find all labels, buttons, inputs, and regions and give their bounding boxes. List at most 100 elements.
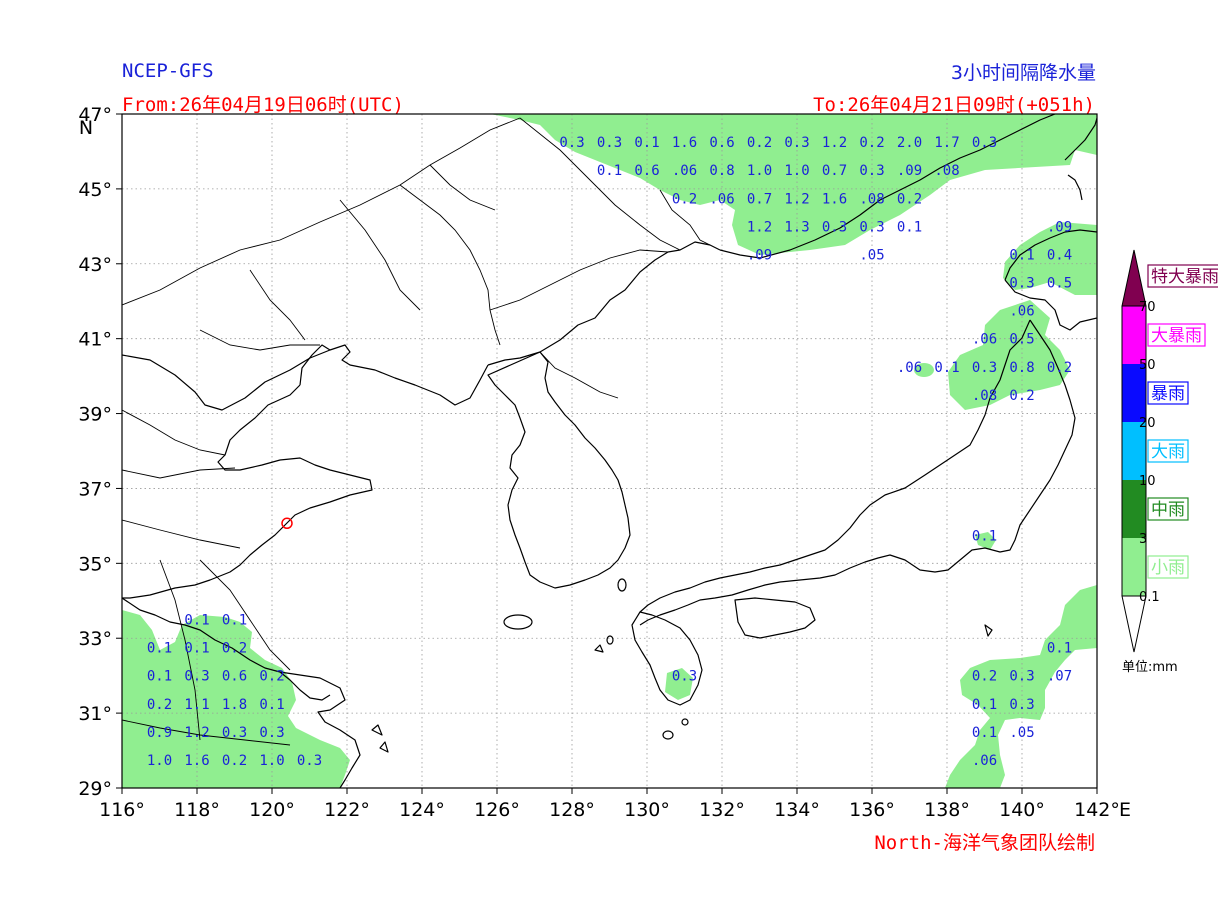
- station-marker: [281, 517, 293, 530]
- coastlines: [122, 114, 1097, 788]
- rain-value: 0.2: [147, 697, 172, 713]
- rain-value: 0.2: [259, 669, 284, 685]
- rain-value: 0.3: [297, 753, 322, 769]
- rain-value: 0.2: [1047, 360, 1072, 376]
- legend-class-label: 大暴雨: [1151, 326, 1202, 346]
- legend-label-box: [1147, 439, 1189, 463]
- rain-value: 1.6: [822, 191, 847, 207]
- rain-value: 0.1: [147, 669, 172, 685]
- rain-value: 0.1: [634, 135, 659, 151]
- legend-class-label: 小雨: [1151, 558, 1185, 578]
- rain-value: 0.3: [859, 163, 884, 179]
- rain-value: 0.3: [822, 219, 847, 235]
- rain-value: .08: [972, 388, 997, 404]
- rain-value: 0.2: [222, 641, 247, 657]
- rain-value: .09: [747, 247, 772, 263]
- rain-value: 1.2: [822, 135, 847, 151]
- rain-value: 0.6: [709, 135, 734, 151]
- rain-value: 0.3: [184, 669, 209, 685]
- legend-threshold: 50: [1139, 358, 1156, 373]
- rain-value: 0.2: [747, 135, 772, 151]
- lat-tick-label: 35°: [78, 553, 112, 575]
- rain-value: 0.2: [972, 669, 997, 685]
- rain-areas: [122, 114, 1097, 788]
- rain-value: 0.4: [1047, 247, 1072, 263]
- east-label: E: [1119, 799, 1131, 821]
- rain-value: 0.1: [1009, 247, 1034, 263]
- legend-unit: 单位:mm: [1122, 660, 1178, 675]
- rain-value: 1.2: [784, 191, 809, 207]
- legend-label-box: [1147, 497, 1189, 521]
- rain-value: 0.8: [709, 163, 734, 179]
- rain-value: 1.2: [184, 725, 209, 741]
- rain-value: 0.9: [147, 725, 172, 741]
- legend-swatch: [1122, 306, 1146, 364]
- legend-class-label: 暴雨: [1151, 384, 1185, 404]
- lon-tick-label: 134°: [774, 799, 820, 821]
- valid-from: From:26年04月19日06时(UTC): [122, 94, 404, 116]
- rain-value: 1.6: [672, 135, 697, 151]
- rain-value: 0.2: [897, 191, 922, 207]
- rain-value: 0.1: [597, 163, 622, 179]
- rain-value: 0.7: [822, 163, 847, 179]
- legend-threshold: 3: [1139, 532, 1147, 547]
- rain-value: .06: [709, 191, 734, 207]
- rain-value: 0.2: [222, 753, 247, 769]
- legend-swatch-none: [1121, 595, 1147, 653]
- legend-threshold: 0.1: [1139, 590, 1160, 605]
- product-title: 3小时间隔降水量: [950, 62, 1096, 84]
- rain-value: .08: [934, 163, 959, 179]
- legend-swatch: [1122, 422, 1146, 480]
- rain-value: .08: [859, 191, 884, 207]
- lon-tick-label: 140°: [999, 799, 1045, 821]
- rain-value: 0.1: [972, 697, 997, 713]
- legend-label-box: [1147, 381, 1189, 405]
- rain-value: .09: [1047, 219, 1072, 235]
- rain-value: 0.1: [259, 697, 284, 713]
- rain-value: 0.5: [1009, 332, 1034, 348]
- legend-class-label: 中雨: [1151, 500, 1185, 520]
- rain-value: 0.3: [559, 135, 584, 151]
- rain-value: 0.3: [259, 725, 284, 741]
- lat-tick-label: 43°: [78, 254, 112, 276]
- lat-tick-label: 45°: [78, 179, 112, 201]
- axis-ticks: 116° 118° 120° 122° 124° 126° 128° 130° 132° 134°…: [78, 104, 1131, 821]
- legend-threshold: 20: [1139, 416, 1156, 431]
- rain-value: 1.6: [184, 753, 209, 769]
- credit: North-海洋气象团队绘制: [874, 832, 1095, 854]
- rain-value: 1.0: [747, 163, 772, 179]
- legend-threshold: 70: [1139, 300, 1156, 315]
- rain-value: 0.3: [784, 135, 809, 151]
- rain-value: 0.1: [184, 641, 209, 657]
- rain-value: 0.1: [184, 613, 209, 629]
- rain-value: .06: [897, 360, 922, 376]
- rain-value: 0.3: [1009, 697, 1034, 713]
- model-name: NCEP-GFS: [122, 60, 214, 82]
- rain-value: .06: [672, 163, 697, 179]
- plot-frame: [121, 113, 1098, 789]
- lon-tick-label: 132°: [699, 799, 745, 821]
- legend-label-box: [1147, 323, 1206, 347]
- rain-value: 2.0: [897, 135, 922, 151]
- political-borders: [122, 117, 711, 746]
- legend-threshold: 10: [1139, 474, 1156, 489]
- lat-tick-label: 41°: [78, 329, 112, 351]
- rain-value: .07: [1047, 669, 1072, 685]
- rain-value: 0.2: [859, 135, 884, 151]
- lon-tick-label: 128°: [549, 799, 595, 821]
- valid-to: To:26年04月21日09时(+051h): [813, 94, 1095, 116]
- lat-tick-label: 47°: [78, 104, 112, 126]
- lat-tick-label: 37°: [78, 478, 112, 500]
- rain-value: .06: [972, 332, 997, 348]
- rain-value: 0.2: [672, 191, 697, 207]
- rain-value: .06: [972, 753, 997, 769]
- rain-value-labels: 0.3 0.3 0.1 1.6 0.6 0.2 0.3 1.2 0.2 2.0 1.7 0.3 0.1 0…: [147, 135, 1072, 769]
- lat-tick-label: 29°: [78, 778, 112, 800]
- rain-value: 0.3: [972, 135, 997, 151]
- rain-value: 0.6: [634, 163, 659, 179]
- legend-swatch: [1122, 480, 1146, 538]
- rain-value: 0.3: [597, 135, 622, 151]
- legend-label-box: [1147, 264, 1218, 288]
